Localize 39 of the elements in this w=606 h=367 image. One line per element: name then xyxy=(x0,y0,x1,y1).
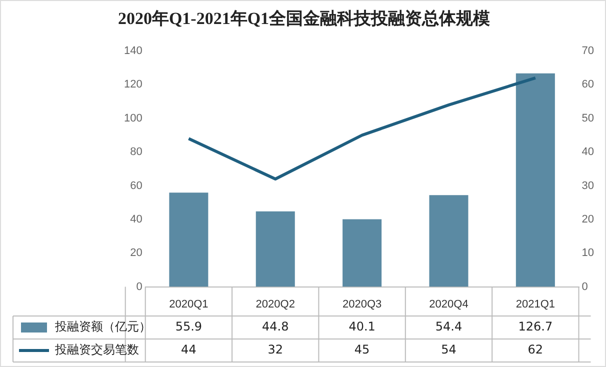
data-label: 32 xyxy=(268,342,284,357)
x-tick-label: 2020Q2 xyxy=(256,298,295,310)
y2-tick-label: 60 xyxy=(582,78,594,91)
y2-tick-label: 70 xyxy=(582,45,594,58)
y-tick-label: 40 xyxy=(130,213,142,226)
bar xyxy=(342,219,382,287)
data-label: 45 xyxy=(354,342,370,357)
x-tick-label: 2020Q4 xyxy=(429,298,468,310)
data-label: 54.4 xyxy=(435,320,462,334)
y-tick-label: 140 xyxy=(124,45,142,58)
y-tick-label: 20 xyxy=(130,247,142,260)
data-label: 40.1 xyxy=(348,320,376,334)
data-label: 126.7 xyxy=(518,320,553,334)
x-tick-label: 2020Q3 xyxy=(342,298,382,310)
data-label: 44 xyxy=(181,342,196,357)
y-tick-label: 120 xyxy=(124,78,142,91)
y2-tick-label: 50 xyxy=(582,112,594,124)
y-tick-label: 60 xyxy=(130,180,142,192)
y2-tick-label: 30 xyxy=(582,180,594,192)
chart-title: 2020年Q1-2021年Q1全国金融科技投融资总体规模 xyxy=(116,8,492,30)
y2-tick-label: 10 xyxy=(582,247,594,260)
data-label: 44.8 xyxy=(262,320,289,334)
y2-tick-label: 40 xyxy=(582,146,594,158)
x-tick-label: 2021Q1 xyxy=(516,298,555,310)
x-tick-label: 2020Q1 xyxy=(169,298,208,310)
bar xyxy=(169,192,208,287)
y-tick-label: 80 xyxy=(130,146,142,158)
data-label: 62 xyxy=(528,342,544,357)
data-label: 54 xyxy=(441,342,456,357)
legend-label: 投融资额（亿元） xyxy=(54,320,151,334)
bar xyxy=(516,73,555,287)
y-tick-label: 0 xyxy=(136,280,142,293)
bar xyxy=(429,195,468,287)
legend-label: 投融资交易笔数 xyxy=(54,342,139,357)
y2-tick-label: 20 xyxy=(582,213,594,226)
y-tick-label: 100 xyxy=(124,112,142,124)
y2-tick-label: 0 xyxy=(582,280,588,293)
data-label: 55.9 xyxy=(175,320,202,334)
bar xyxy=(256,211,295,287)
